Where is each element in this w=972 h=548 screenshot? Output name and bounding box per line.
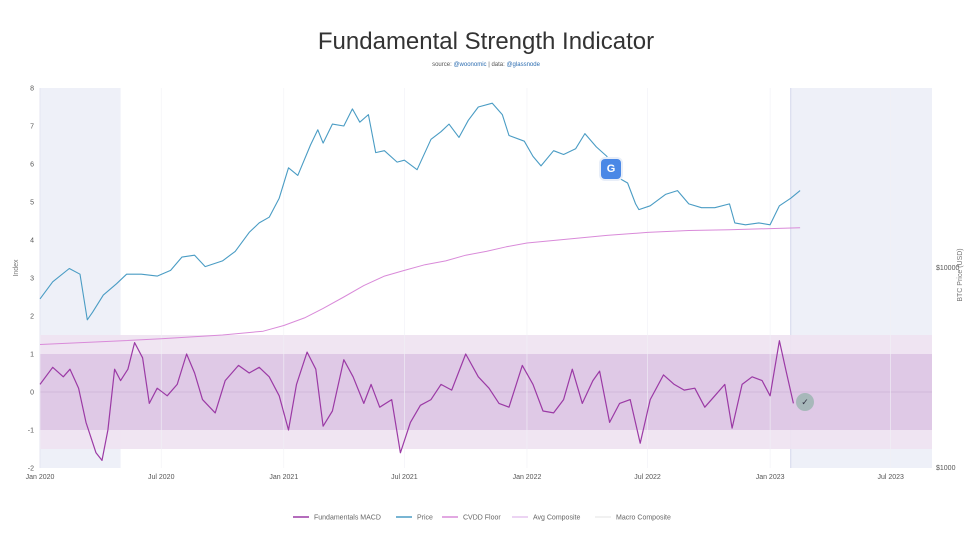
macd-bands: [40, 335, 932, 449]
series-price: [39, 102, 801, 321]
grid: [39, 88, 891, 468]
data-handle[interactable]: @glassnode: [506, 62, 540, 68]
legend[interactable]: Fundamentals MACD Price CVDD Floor Avg Comp…: [293, 515, 671, 522]
x-tick-label: Jan 2021: [269, 474, 298, 481]
x-tick-label: Jul 2023: [877, 474, 904, 481]
y-tick-label: 4: [30, 238, 34, 245]
data-label: | data:: [488, 62, 505, 68]
right-tick-label: $1000: [936, 465, 956, 472]
y-tick-label: -2: [28, 466, 34, 473]
series-cvdd-floor: [39, 227, 801, 345]
legend-item: Price: [417, 515, 433, 522]
x-tick-label: Jul 2022: [634, 474, 661, 481]
y-axis-title: Index: [13, 259, 20, 277]
y-tick-label: -1: [28, 428, 34, 435]
legend-item: Macro Composite: [616, 515, 671, 522]
y-tick-label: 6: [30, 162, 34, 169]
chart-subtitle: source: @woonomic | data: @glassnode: [0, 62, 972, 68]
cursor-marker-icon: ✓: [796, 393, 814, 411]
x-tick-label: Jul 2020: [148, 474, 175, 481]
y-tick-label: 1: [30, 352, 34, 359]
y-tick-label: 8: [30, 86, 34, 93]
right-axis-title: BTC Price (USD): [957, 248, 964, 301]
legend-item: CVDD Floor: [463, 515, 501, 522]
x-tick-label: Jan 2020: [26, 474, 55, 481]
x-tick-label: Jul 2021: [391, 474, 418, 481]
x-tick-label: Jan 2023: [756, 474, 785, 481]
y-tick-label: 7: [30, 124, 34, 131]
y-tick-label: 0: [30, 390, 34, 397]
series-group: [39, 102, 801, 461]
legend-item: Fundamentals MACD: [314, 515, 381, 522]
y-tick-label: 3: [30, 276, 34, 283]
right-tick-label: $10000: [936, 265, 959, 272]
chart-title: Fundamental Strength Indicator: [317, 28, 655, 55]
x-tick-label: Jan 2022: [513, 474, 542, 481]
y-tick-label: 5: [30, 200, 34, 207]
google-translate-icon[interactable]: G: [601, 159, 621, 179]
series-fundamentals-macd: [39, 340, 794, 461]
source-handle[interactable]: @woonomic: [453, 62, 487, 68]
legend-item: Avg Composite: [533, 515, 580, 522]
axes: -2 -1 0 1 2 3 4 5 6 7 8 Jan 2020 Jul 2020 Jan 2021 Jul…: [13, 86, 964, 482]
y-tick-label: 2: [30, 314, 34, 321]
source-label: source:: [432, 62, 452, 68]
